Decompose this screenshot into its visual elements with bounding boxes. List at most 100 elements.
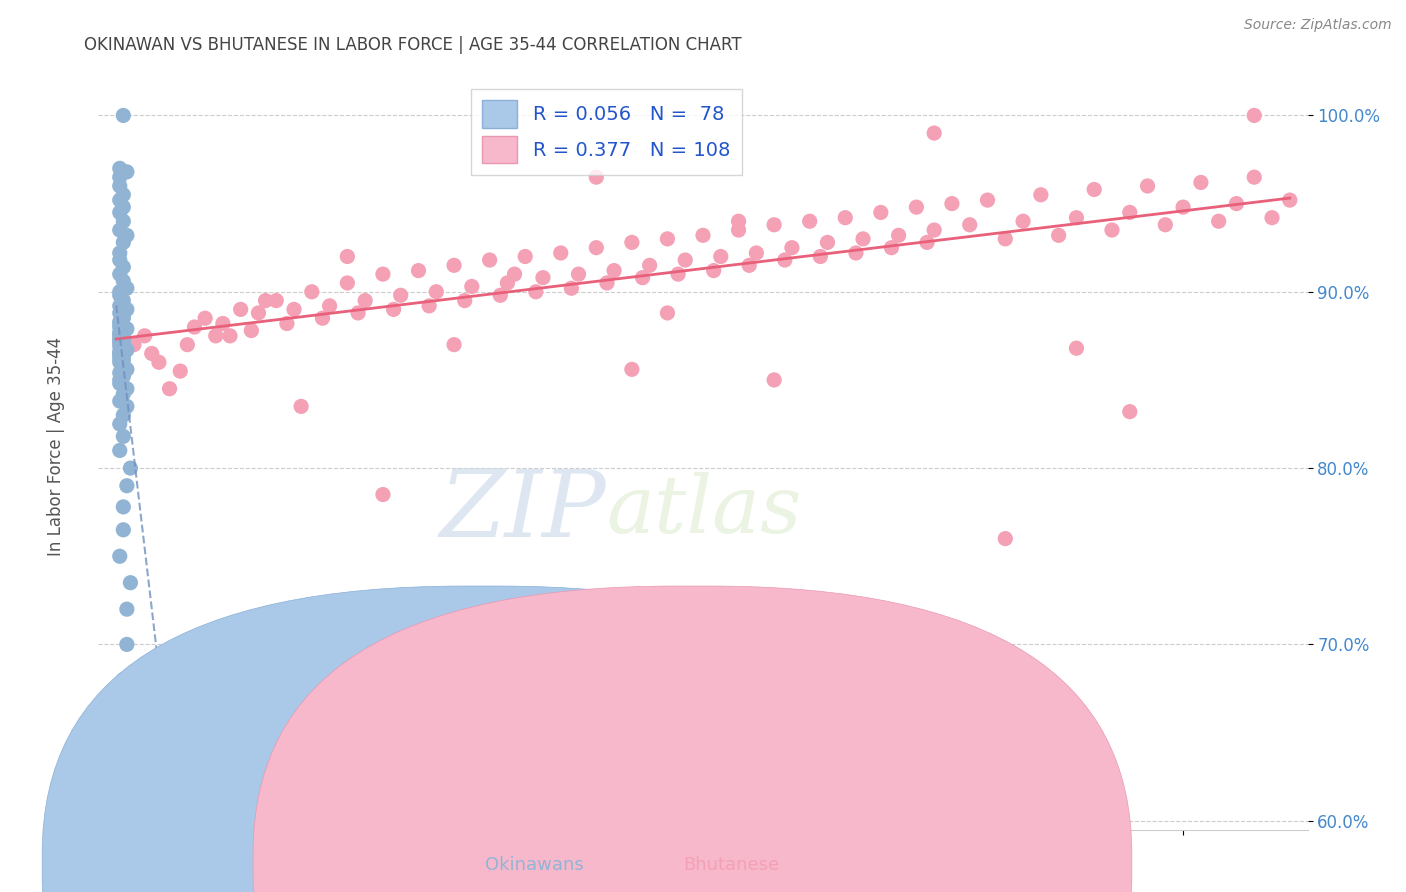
Point <box>763 373 786 387</box>
Point <box>922 223 945 237</box>
Point <box>318 299 340 313</box>
Point <box>108 253 131 268</box>
Point <box>108 161 131 176</box>
Point <box>567 267 589 281</box>
Point <box>371 267 394 281</box>
Point <box>229 302 252 317</box>
Point <box>112 500 135 514</box>
Point <box>585 241 607 255</box>
Point <box>247 306 270 320</box>
Point <box>780 241 803 255</box>
Point <box>112 673 135 687</box>
Point <box>112 108 135 122</box>
Point <box>727 214 749 228</box>
Point <box>994 232 1017 246</box>
Point <box>524 285 547 299</box>
Point <box>108 373 131 387</box>
Point <box>108 170 131 185</box>
Point <box>194 311 217 326</box>
Point <box>1066 211 1088 225</box>
Point <box>1243 170 1265 185</box>
Point <box>112 310 135 324</box>
Point <box>108 344 131 359</box>
Point <box>620 362 643 376</box>
Point <box>112 274 135 288</box>
Point <box>115 602 138 616</box>
Point <box>108 288 131 302</box>
Point <box>657 232 679 246</box>
Point <box>603 263 626 277</box>
Point <box>112 293 135 308</box>
Point <box>496 276 519 290</box>
Point <box>515 250 537 264</box>
Point <box>1171 200 1194 214</box>
Point <box>141 346 163 360</box>
Point <box>115 165 138 179</box>
Point <box>773 253 796 268</box>
Point <box>112 353 135 368</box>
Point <box>531 270 554 285</box>
Point <box>478 253 501 268</box>
Point <box>108 366 131 380</box>
Point <box>254 293 277 308</box>
Point <box>336 276 359 290</box>
Point <box>276 317 298 331</box>
Point <box>311 311 333 326</box>
Point <box>108 376 131 391</box>
Point <box>959 218 981 232</box>
Text: Okinawans: Okinawans <box>485 856 583 874</box>
Point <box>108 681 131 696</box>
Text: atlas: atlas <box>606 473 801 549</box>
Point <box>112 523 135 537</box>
Point <box>1119 405 1142 419</box>
Point <box>443 337 465 351</box>
Point <box>727 223 749 237</box>
Point <box>301 285 323 299</box>
Point <box>112 334 135 348</box>
Point <box>112 408 135 422</box>
Point <box>620 235 643 250</box>
Point <box>108 355 131 369</box>
Point <box>112 324 135 338</box>
Point <box>112 187 135 202</box>
Point <box>560 281 582 295</box>
Point <box>852 232 875 246</box>
Point <box>108 326 131 340</box>
Point <box>443 258 465 272</box>
Point <box>869 205 891 219</box>
Point <box>120 461 142 475</box>
Point <box>1047 228 1070 243</box>
Point <box>692 228 714 243</box>
Point <box>290 400 312 414</box>
Point <box>183 320 205 334</box>
Point <box>550 246 572 260</box>
Point <box>631 270 654 285</box>
Text: In Labor Force | Age 35-44: In Labor Force | Age 35-44 <box>48 336 65 556</box>
Point <box>112 235 135 250</box>
Point <box>1225 196 1247 211</box>
Point <box>159 382 181 396</box>
Point <box>108 394 131 409</box>
Point <box>283 302 305 317</box>
Point <box>763 218 786 232</box>
Point <box>212 317 235 331</box>
Point <box>112 311 135 326</box>
Point <box>1208 214 1230 228</box>
Point <box>134 329 156 343</box>
Text: Source: ZipAtlas.com: Source: ZipAtlas.com <box>1244 18 1392 32</box>
Point <box>1278 193 1301 207</box>
Point <box>657 306 679 320</box>
Point <box>108 285 131 299</box>
Point <box>108 299 131 313</box>
Point <box>169 364 191 378</box>
Point <box>108 306 131 320</box>
Point <box>115 479 138 493</box>
Point <box>112 359 135 373</box>
Point <box>738 258 761 272</box>
Point <box>108 178 131 193</box>
Point <box>112 214 135 228</box>
Point <box>108 327 131 342</box>
Point <box>108 320 131 334</box>
Point <box>845 246 868 260</box>
Point <box>108 351 131 366</box>
